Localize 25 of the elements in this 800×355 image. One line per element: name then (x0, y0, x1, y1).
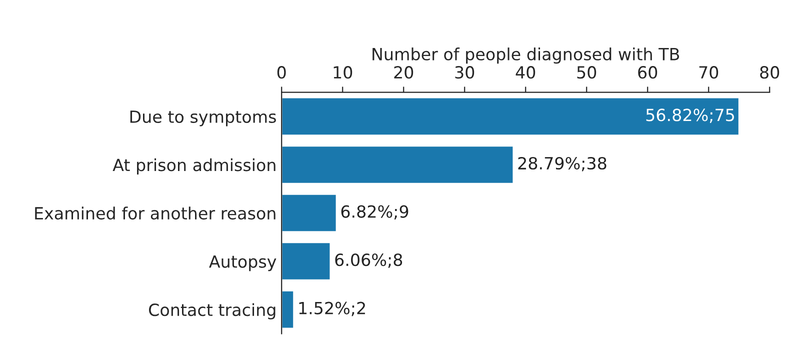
data-label: 6.06%;8 (335, 254, 402, 268)
bar (282, 290, 294, 330)
x-axis-title: Number of people diagnosed with TB (372, 48, 680, 64)
data-label: 56.82%;75 (646, 108, 734, 123)
x-tick-label: 0 (277, 66, 286, 79)
bar (282, 96, 740, 136)
y-tick-label: Due to symptoms (130, 110, 276, 126)
x-tick-label: 70 (699, 66, 718, 79)
x-tick-label: 50 (577, 66, 596, 79)
bar (282, 145, 514, 184)
x-tick-label: 80 (760, 66, 780, 79)
y-tick-label: At prison admission (112, 158, 276, 175)
y-tick-label: Examined for another reason (35, 206, 276, 220)
bar (282, 193, 338, 233)
data-label: 1.52%;2 (299, 302, 365, 316)
data-label: 6.82%;9 (341, 205, 408, 220)
x-tick-label: 30 (455, 66, 474, 79)
x-tick-label: 60 (638, 66, 658, 79)
bar (282, 242, 332, 281)
x-tick-label: 40 (516, 66, 536, 79)
y-tick-label: Contact tracing (148, 303, 276, 320)
data-label: 28.79%;38 (518, 156, 606, 172)
x-tick-label: 10 (334, 66, 352, 79)
y-tick-label: Autopsy (209, 255, 276, 272)
x-tick-label: 20 (394, 66, 414, 79)
